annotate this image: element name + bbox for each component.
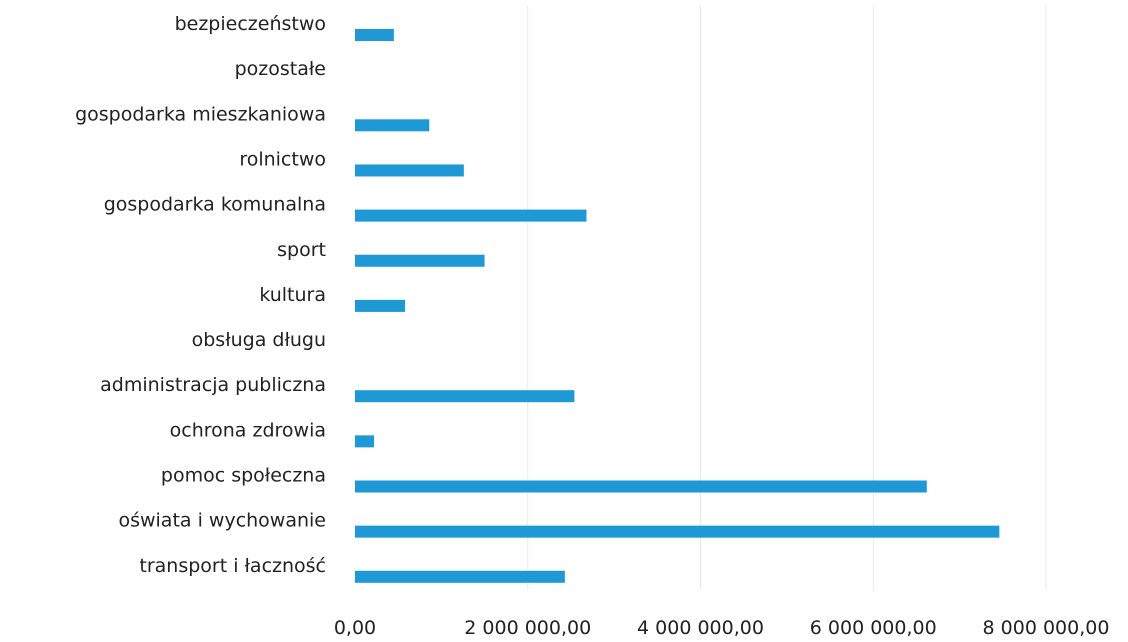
x-tick-label-1: 2 000 000,00 (464, 617, 591, 638)
category-label-7: obsługa długu (192, 329, 326, 351)
bar-5 (355, 254, 485, 267)
x-tick-labels: 0,00 2 000 000,00 4 000 000,00 6 000 000,00… (334, 617, 1110, 639)
category-labels: bezpieczeństwo pozostałe gospodarka mieszk… (75, 13, 326, 577)
bar-2 (355, 119, 430, 132)
category-label-9: ochrona zdrowia (170, 419, 326, 441)
bar-12 (355, 570, 565, 583)
category-label-4: gospodarka komunalna (104, 194, 326, 216)
bar-8 (355, 390, 575, 403)
category-label-11: oświata i wychowanie (118, 510, 326, 532)
gridlines (527, 5, 1047, 590)
bar-0 (355, 29, 394, 41)
category-label-8: administracja publiczna (100, 374, 326, 396)
category-label-10: pomoc społeczna (161, 465, 326, 487)
category-label-2: gospodarka mieszkaniowa (75, 103, 326, 125)
category-label-3: rolnictwo (239, 148, 326, 170)
category-label-5: sport (277, 239, 326, 261)
x-tick-label-4: 8 000 000,00 (983, 617, 1110, 638)
bar-11 (355, 525, 1000, 538)
category-label-0: bezpieczeństwo (175, 13, 326, 35)
x-tick-label-0: 0,00 (334, 617, 376, 638)
bar-9 (355, 435, 375, 448)
category-label-1: pozostałe (235, 58, 326, 80)
bar-6 (355, 299, 406, 312)
x-tick-label-2: 4 000 000,00 (637, 617, 764, 638)
bar-4 (355, 209, 587, 222)
category-label-12: transport i łaczność (139, 555, 326, 577)
category-label-6: kultura (259, 284, 326, 306)
bar-3 (355, 164, 464, 177)
bars (355, 29, 1000, 583)
bar-10 (355, 480, 927, 493)
x-tick-label-3: 6 000 000,00 (810, 617, 937, 638)
